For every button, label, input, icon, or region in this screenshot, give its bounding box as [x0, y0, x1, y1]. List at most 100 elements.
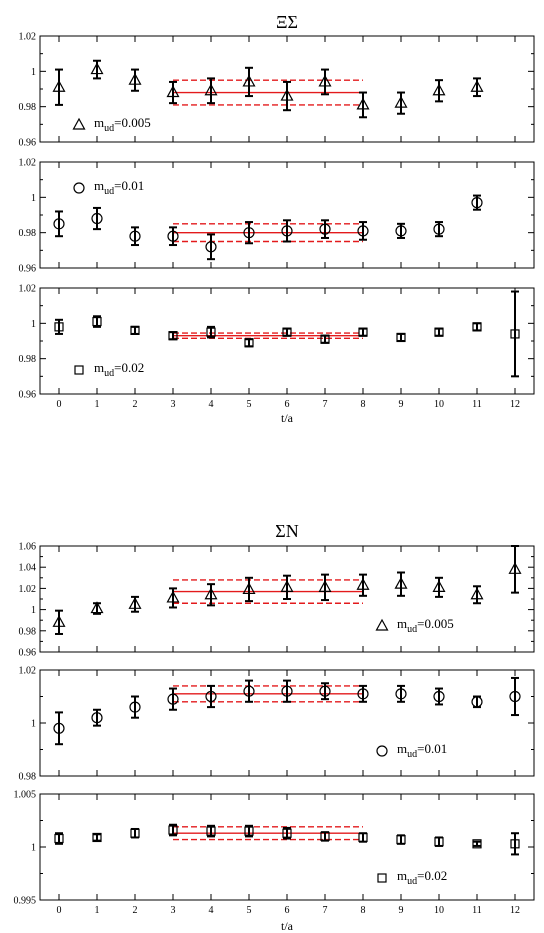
- y-tick-label: 0.96: [19, 138, 37, 149]
- point-marker: [509, 690, 521, 703]
- y-tick-label: 1.02: [19, 158, 37, 169]
- point-marker: [510, 839, 520, 849]
- data-point: [54, 318, 64, 335]
- point-marker: [168, 331, 178, 341]
- point-marker: [54, 833, 64, 844]
- point-marker: [280, 88, 294, 101]
- y-tick-label: 0.995: [14, 896, 37, 907]
- x-tick-label: 4: [209, 399, 214, 410]
- data-point: [433, 687, 445, 706]
- x-tick-label: 5: [247, 399, 252, 410]
- data-point: [129, 695, 141, 719]
- y-tick-label: 1: [31, 605, 36, 616]
- data-point: [510, 290, 520, 378]
- point-marker: [130, 325, 140, 335]
- x-tick-label: 6: [285, 399, 290, 410]
- point-marker: [434, 327, 444, 337]
- y-tick-label: 0.98: [19, 102, 37, 113]
- y-tick-label: 1.04: [19, 563, 37, 574]
- point-marker: [508, 562, 522, 574]
- data-point: [357, 221, 369, 241]
- data-point: [242, 576, 256, 603]
- point-marker: [205, 690, 217, 703]
- point-marker: [394, 95, 408, 108]
- point-marker: [356, 97, 370, 110]
- y-tick-label: 1: [31, 67, 36, 78]
- data-point: [357, 684, 369, 703]
- data-point: [91, 206, 103, 231]
- plot-frame: [39, 793, 535, 901]
- point-marker: [166, 85, 180, 98]
- data-point: [358, 832, 368, 843]
- panel-4: 0.96 0.98 1 1.02 1.04 1.06 mud=0.005: [19, 542, 535, 659]
- data-point: [204, 77, 218, 105]
- point-marker: [281, 685, 293, 697]
- data-point: [396, 332, 406, 343]
- point-marker: [395, 225, 407, 237]
- data-point: [281, 679, 293, 703]
- y-tick-label: 1.02: [19, 284, 37, 295]
- data-point: [244, 338, 254, 348]
- x-tick-label: 7: [323, 905, 328, 916]
- data-point: [53, 711, 65, 746]
- point-marker: [319, 685, 331, 697]
- data-point: [166, 80, 180, 105]
- point-marker: [92, 832, 102, 843]
- y-tick-label: 1.06: [19, 542, 37, 553]
- data-point: [282, 327, 292, 337]
- point-marker: [92, 316, 102, 327]
- x-tick-label: 1: [95, 399, 100, 410]
- point-marker: [242, 582, 256, 595]
- point-marker: [128, 72, 142, 85]
- data-point: [167, 687, 179, 711]
- point-marker: [242, 74, 256, 87]
- x-axis-label-top-figure: t/a: [281, 411, 294, 425]
- point-marker: [244, 826, 254, 836]
- y-tick-label: 0.98: [19, 354, 37, 365]
- point-marker: [320, 334, 330, 344]
- point-marker: [166, 590, 180, 603]
- data-point: [470, 77, 484, 98]
- data-point: [90, 59, 104, 80]
- legend-label: mud=0.02: [94, 360, 144, 379]
- data-point: [282, 826, 292, 840]
- data-point: [395, 222, 407, 239]
- point-marker: [318, 580, 332, 592]
- point-marker: [320, 831, 330, 842]
- legend-label: mud=0.005: [94, 115, 151, 134]
- point-marker: [470, 79, 484, 92]
- point-marker: [244, 338, 254, 348]
- data-point: [90, 601, 104, 615]
- y-tick-label: 0.96: [19, 390, 37, 401]
- point-marker: [53, 722, 65, 734]
- y-tick-label: 1.02: [19, 32, 37, 43]
- data-point: [358, 327, 368, 337]
- point-marker: [53, 218, 65, 230]
- data-point: [280, 574, 294, 600]
- point-marker: [243, 227, 255, 239]
- data-point: [508, 545, 522, 594]
- data-point: [204, 583, 218, 607]
- data-point: [128, 68, 142, 92]
- x-tick-label: 1: [95, 905, 100, 916]
- data-point: [319, 219, 331, 239]
- point-marker: [204, 83, 218, 96]
- data-point: [130, 827, 140, 839]
- point-marker: [90, 62, 104, 75]
- data-point: [129, 226, 141, 247]
- data-point: [54, 832, 64, 845]
- legend-label: mud=0.01: [94, 178, 144, 197]
- data-point: [470, 585, 484, 605]
- data-point: [130, 325, 140, 335]
- data-point: [166, 587, 180, 609]
- x-tick-label: 11: [472, 905, 482, 916]
- y-tick-label: 1.02: [19, 666, 37, 677]
- data-point: [356, 573, 370, 597]
- y-tick-label: 0.98: [19, 228, 37, 239]
- data-point: [394, 91, 408, 115]
- data-point: [168, 823, 178, 837]
- point-marker: [280, 580, 294, 592]
- x-tick-label: 10: [434, 399, 444, 410]
- data-point: [472, 322, 482, 332]
